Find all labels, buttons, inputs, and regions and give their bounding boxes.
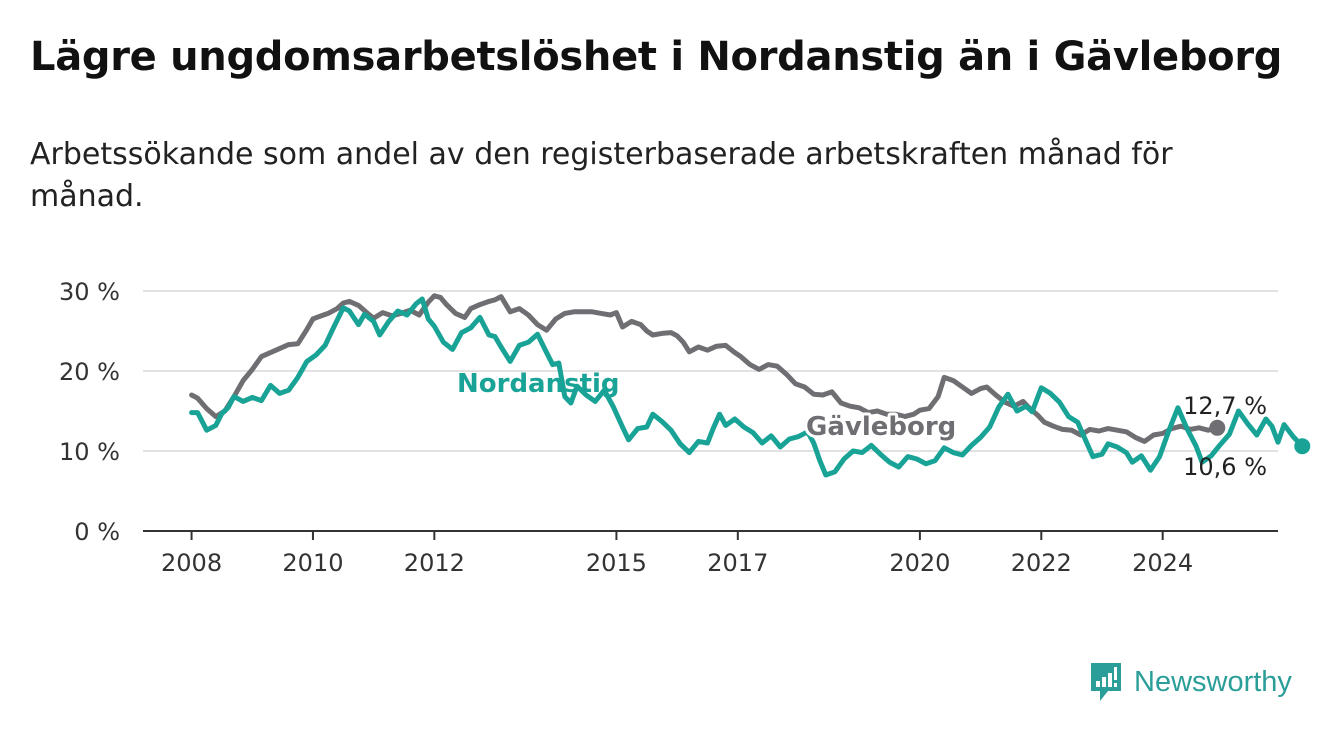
- x-tick-label: 2010: [282, 549, 343, 577]
- x-tick-label: 2024: [1132, 549, 1193, 577]
- series-label-gavleborg: Gävleborg: [806, 412, 956, 442]
- series-line-gävleborg: [189, 293, 1220, 444]
- chart-subtitle: Arbetssökande som andel av den registerb…: [30, 137, 1173, 214]
- bar-chart-icon: [1091, 663, 1121, 701]
- newsworthy-logo: Newsworthy: [1088, 660, 1292, 704]
- y-tick-label: 30 %: [59, 278, 120, 306]
- end-value-gavleborg: 12,7 %: [1183, 392, 1267, 420]
- series-label-nordanstig: Nordanstig: [457, 369, 620, 399]
- x-axis-ticks: 2008 2010 2012 2015 2017 2020 2022 2024: [161, 531, 1193, 577]
- series-labels: Nordanstig Gävleborg 12,7 % 10,6 %: [457, 369, 1267, 481]
- end-point-marker: [1294, 438, 1311, 455]
- series-lines: [189, 293, 1311, 478]
- x-tick-label: 2020: [889, 549, 950, 577]
- x-tick-label: 2022: [1011, 549, 1072, 577]
- x-tick-label: 2008: [161, 549, 222, 577]
- y-axis-ticks: 0 % 10 % 20 % 30 %: [59, 278, 120, 546]
- x-tick-label: 2012: [404, 549, 465, 577]
- y-tick-label: 0 %: [74, 518, 120, 546]
- y-tick-label: 20 %: [59, 358, 120, 386]
- x-tick-label: 2015: [586, 549, 647, 577]
- brand-name: Newsworthy: [1134, 665, 1292, 698]
- y-tick-label: 10 %: [59, 438, 120, 466]
- grid-lines: [143, 290, 1278, 532]
- chart-title: Lägre ungdomsarbetslöshet i Nordanstig ä…: [30, 34, 1283, 80]
- end-point-marker: [1209, 419, 1226, 436]
- end-value-nordanstig: 10,6 %: [1183, 453, 1267, 481]
- series-line-nordanstig: [189, 296, 1305, 478]
- line-chart: 0 % 10 % 20 % 30 % 2008 2010 2012 2015 2017 2020…: [59, 278, 1311, 577]
- x-tick-label: 2017: [707, 549, 768, 577]
